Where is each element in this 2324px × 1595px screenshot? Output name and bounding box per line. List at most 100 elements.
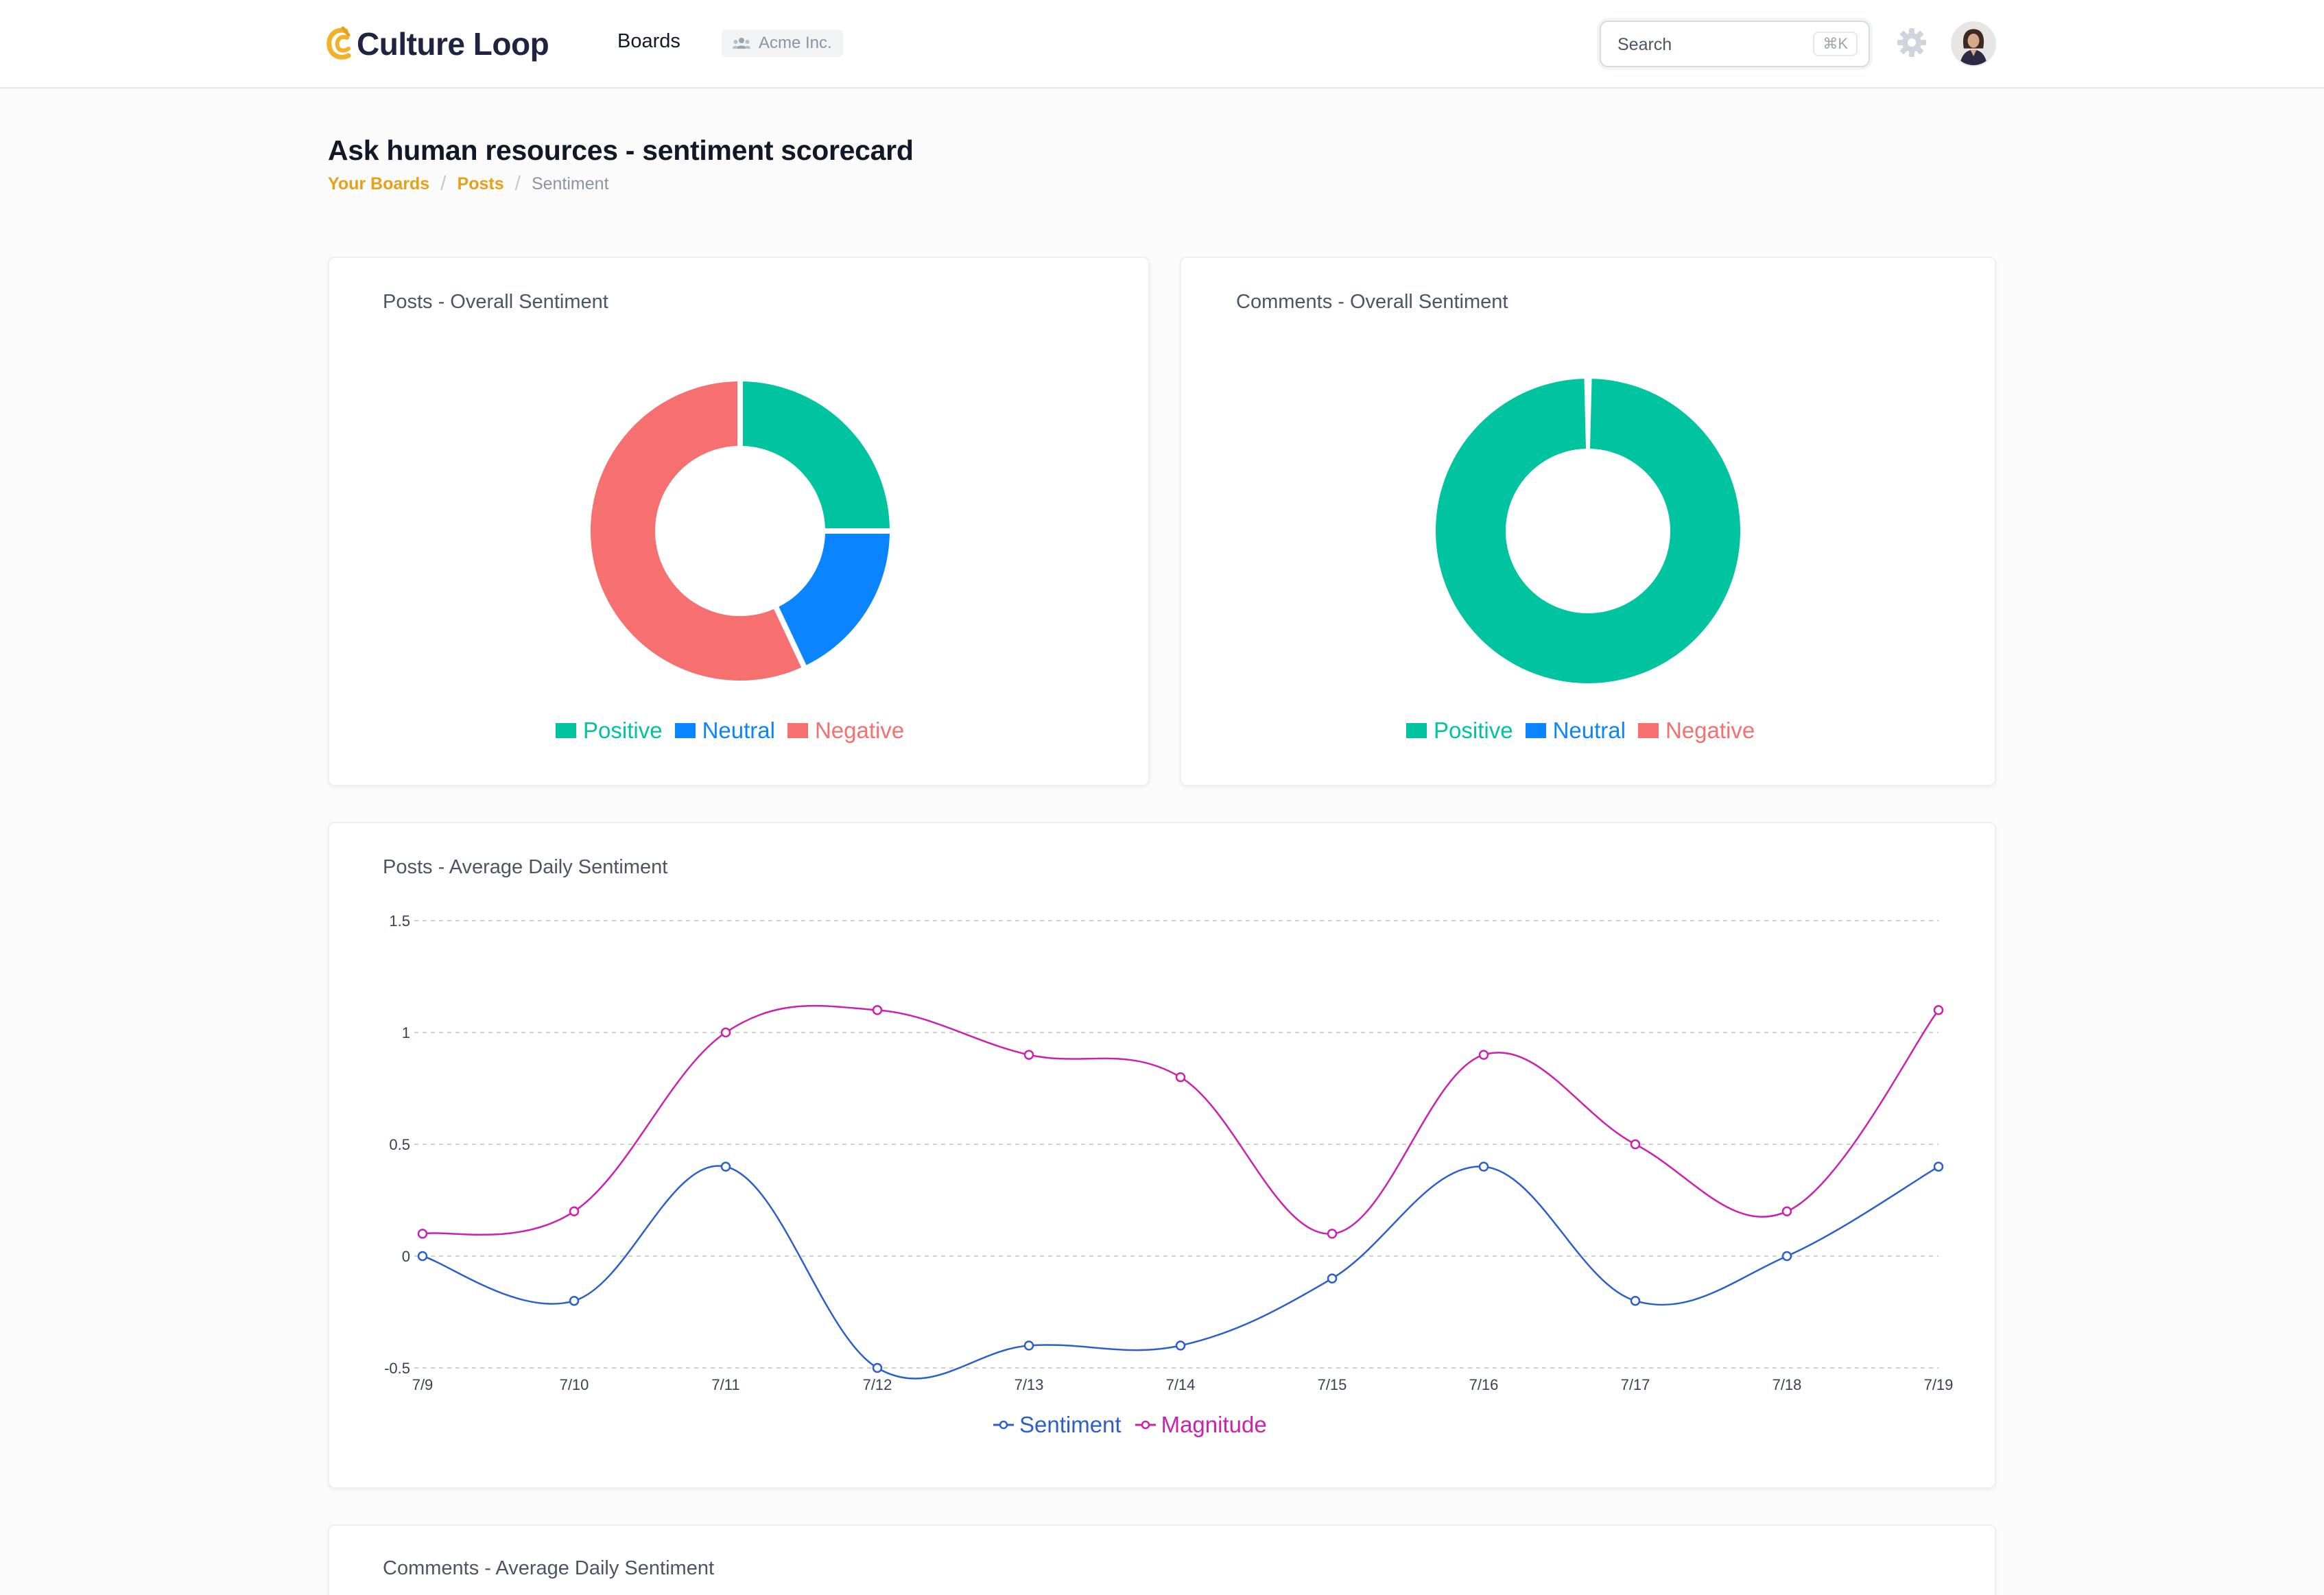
comments-donut-chart <box>1436 379 1740 683</box>
y-tick-label: 1.5 <box>389 912 410 930</box>
x-tick-label: 7/15 <box>1318 1376 1347 1393</box>
donut-slice-negative[interactable] <box>585 375 809 686</box>
legend-label-magnitude: Magnitude <box>1161 1412 1267 1437</box>
data-point-magnitude[interactable] <box>1175 1072 1186 1083</box>
breadcrumb: Your Boards / Posts / Sentiment <box>328 172 609 196</box>
series-line-sentiment <box>422 1165 1939 1380</box>
data-point-sentiment[interactable] <box>1175 1340 1186 1351</box>
data-point-magnitude[interactable] <box>1023 1050 1034 1060</box>
x-tick-label: 7/19 <box>1924 1376 1954 1393</box>
card-title: Comments - Overall Sentiment <box>1236 291 1508 313</box>
breadcrumb-your-boards[interactable]: Your Boards <box>328 174 430 193</box>
legend-label-positive: Positive <box>1434 718 1513 743</box>
legend-swatch-positive <box>556 723 576 738</box>
x-tick-label: 7/17 <box>1621 1376 1650 1393</box>
data-point-sentiment[interactable] <box>872 1362 883 1373</box>
x-tick-label: 7/9 <box>412 1376 434 1393</box>
legend-item-neutral[interactable]: Neutral <box>1525 718 1626 744</box>
comments-daily-sentiment-card: Comments - Average Daily Sentiment <box>328 1524 1996 1595</box>
legend-label-neutral: Neutral <box>702 718 775 743</box>
data-point-magnitude[interactable] <box>569 1206 580 1217</box>
legend-swatch-negative <box>1637 723 1659 738</box>
data-point-sentiment[interactable] <box>417 1251 428 1262</box>
y-tick-label: 0 <box>402 1248 410 1265</box>
gear-icon[interactable] <box>1897 27 1927 58</box>
logo-icon <box>327 26 351 60</box>
posts-daily-sentiment-card: Posts - Average Daily Sentiment 1.5 1 0.5 0… <box>328 822 1996 1489</box>
donut-slice-positive[interactable] <box>1436 379 1740 683</box>
data-point-sentiment[interactable] <box>1478 1161 1489 1172</box>
x-tick-label: 7/11 <box>711 1376 739 1393</box>
x-tick-label: 7/16 <box>1469 1376 1499 1393</box>
data-point-sentiment[interactable] <box>720 1161 731 1172</box>
legend-swatch-positive <box>1406 723 1427 738</box>
data-point-sentiment[interactable] <box>1933 1161 1944 1172</box>
search-shortcut-badge: ⌘K <box>1813 32 1858 56</box>
donut-slice-positive[interactable] <box>737 375 896 534</box>
card-title: Posts - Average Daily Sentiment <box>383 856 668 878</box>
series-line-magnitude <box>422 1004 1939 1236</box>
legend-item-negative[interactable]: Negative <box>1637 718 1755 744</box>
legend-label-negative: Negative <box>814 718 905 743</box>
data-point-sentiment[interactable] <box>1023 1340 1034 1351</box>
posts-donut-chart <box>585 375 896 686</box>
users-icon <box>733 38 750 49</box>
legend-item-magnitude[interactable]: Magnitude <box>1135 1412 1267 1438</box>
donut-slice-neutral[interactable] <box>771 528 896 673</box>
breadcrumb-sentiment: Sentiment <box>531 174 609 193</box>
breadcrumb-posts[interactable]: Posts <box>457 174 504 193</box>
legend-item-neutral[interactable]: Neutral <box>674 718 775 744</box>
data-point-magnitude[interactable] <box>1327 1229 1338 1239</box>
data-point-sentiment[interactable] <box>1630 1295 1641 1306</box>
data-point-magnitude[interactable] <box>1630 1139 1641 1150</box>
legend-item-positive[interactable]: Positive <box>556 718 663 744</box>
legend-item-positive[interactable]: Positive <box>1406 718 1513 744</box>
page-title: Ask human resources - sentiment scorecar… <box>328 134 914 166</box>
legend-item-negative[interactable]: Negative <box>787 718 904 744</box>
comments-overall-sentiment-card: Comments - Overall Sentiment Positive Ne… <box>1180 257 1996 786</box>
comments-donut-legend: Positive Neutral Negative <box>1406 718 1755 744</box>
x-tick-label: 7/10 <box>560 1376 589 1393</box>
brand-name: Culture Loop <box>357 26 549 62</box>
data-point-magnitude[interactable] <box>1781 1206 1792 1217</box>
data-point-sentiment[interactable] <box>1781 1251 1792 1262</box>
search-placeholder: Search <box>1617 35 1672 54</box>
legend-item-sentiment[interactable]: Sentiment <box>993 1412 1122 1438</box>
data-point-sentiment[interactable] <box>1327 1273 1338 1284</box>
x-tick-label: 7/18 <box>1772 1376 1802 1393</box>
legend-label-neutral: Neutral <box>1552 718 1626 743</box>
posts-daily-line-chart: 1.5 1 0.5 0 -0.57/9 7/10 7/11 7/12 7/13 7/14 7/15 7… <box>384 912 1954 1393</box>
data-point-magnitude[interactable] <box>720 1027 731 1038</box>
legend-label-negative: Negative <box>1665 718 1755 743</box>
line-chart-legend: Sentiment Magnitude <box>993 1412 1267 1438</box>
breadcrumb-separator: / <box>514 172 521 195</box>
y-tick-label: -0.5 <box>384 1360 410 1377</box>
data-point-magnitude[interactable] <box>417 1229 428 1239</box>
y-tick-label: 0.5 <box>389 1136 410 1153</box>
data-point-magnitude[interactable] <box>872 1005 883 1015</box>
org-name: Acme Inc. <box>759 34 832 52</box>
legend-label-positive: Positive <box>583 718 663 743</box>
brand-logo[interactable]: Culture Loop <box>325 22 549 66</box>
card-title: Comments - Average Daily Sentiment <box>383 1557 715 1579</box>
search-input[interactable]: Search ⌘K <box>1600 21 1870 67</box>
data-point-sentiment[interactable] <box>569 1295 580 1306</box>
avatar[interactable] <box>1951 21 1996 67</box>
legend-swatch-negative <box>787 723 808 738</box>
data-point-magnitude[interactable] <box>1478 1050 1489 1060</box>
posts-overall-sentiment-card: Posts - Overall Sentiment Positive Neutr… <box>328 257 1150 786</box>
legend-swatch-neutral <box>1525 723 1546 738</box>
data-point-magnitude[interactable] <box>1933 1005 1944 1015</box>
legend-swatch-neutral <box>674 723 696 738</box>
y-tick-label: 1 <box>402 1024 410 1041</box>
posts-donut-legend: Positive Neutral Negative <box>556 718 904 744</box>
user-avatar-icon <box>1952 23 1995 65</box>
top-navigation-bar: Culture Loop Boards Acme Inc. Search ⌘K <box>0 0 2324 88</box>
legend-line-marker-sentiment <box>993 1420 1014 1430</box>
breadcrumb-separator: / <box>440 172 447 195</box>
legend-line-marker-magnitude <box>1135 1420 1156 1430</box>
nav-boards-link[interactable]: Boards <box>617 30 680 52</box>
org-badge[interactable]: Acme Inc. <box>722 29 843 57</box>
x-tick-label: 7/13 <box>1015 1376 1044 1393</box>
x-tick-label: 7/12 <box>863 1376 892 1393</box>
